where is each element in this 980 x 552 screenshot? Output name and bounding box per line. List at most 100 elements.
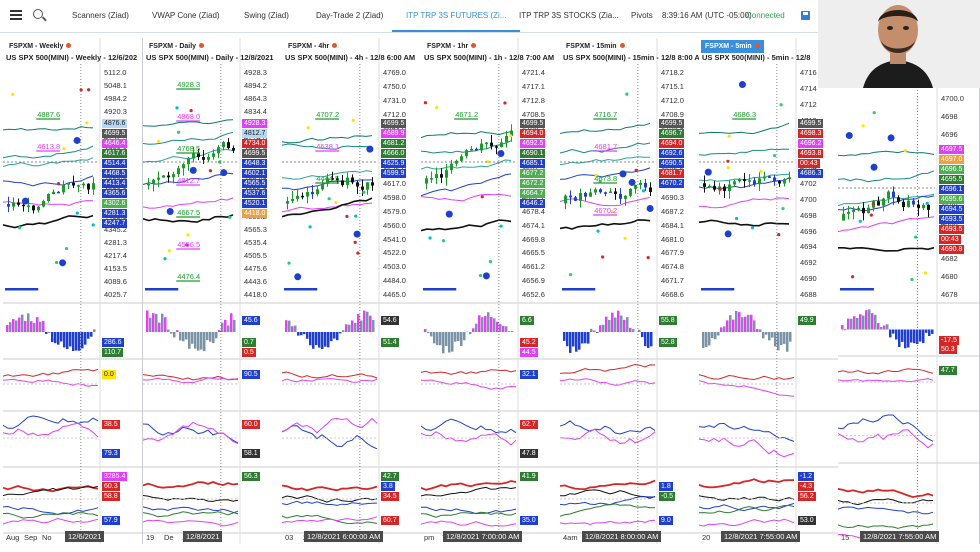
histogram-bar xyxy=(354,322,357,332)
indicator-line xyxy=(838,498,934,506)
tab-scanners[interactable]: Scanners (Ziad) xyxy=(72,11,129,20)
tab-itp-futures[interactable]: ITP TRP 3S FUTURES (Zi... xyxy=(392,0,521,32)
webcam-overlay xyxy=(818,0,980,88)
chart-panel[interactable]: 4707.2 4638.1 4444.5 FSPXM - 4hr US SPX 500(… xyxy=(282,38,422,544)
price-axis-label: 4617.0 xyxy=(383,179,406,188)
price-tag: 4699.5 xyxy=(520,119,546,128)
price-tag: 4514.4 xyxy=(102,159,128,168)
histogram-bar xyxy=(6,325,9,332)
chart-panel[interactable]: 4928.3 4868.0 4768.5 4812.7 4667.5 4566.5 4476… xyxy=(143,38,283,544)
panel-tab[interactable]: FSPXM - 15min xyxy=(562,40,629,53)
price-tag: 4812.7 xyxy=(242,129,268,138)
panel-tab[interactable]: FSPXM - Daily xyxy=(145,40,209,53)
histogram-bar xyxy=(366,311,369,332)
chart-canvas[interactable]: 4928.3 4868.0 4768.5 4812.7 4667.5 4566.5 4476… xyxy=(143,38,282,544)
histogram-bar xyxy=(170,332,173,334)
price-axis-label: 4715.1 xyxy=(661,81,684,91)
panel-tab[interactable]: FSPXM - 4hr xyxy=(284,40,342,53)
pivots-button[interactable]: Pivots xyxy=(631,11,653,20)
moving-average-line xyxy=(3,157,94,168)
signal-dot xyxy=(480,195,484,199)
candle xyxy=(510,124,513,142)
candle xyxy=(723,184,726,198)
price-tag: 4696.7 xyxy=(659,129,685,138)
indicator-line xyxy=(3,512,99,519)
tab-vwap-cone[interactable]: VWAP Cone (Ziad) xyxy=(152,11,220,20)
panel-symbol-title: US SPX 500(MINI) - 1h - 12/8 7:00 AM xyxy=(424,53,555,62)
level-label: 4673.8 xyxy=(594,174,617,183)
signal-dot xyxy=(75,211,79,215)
price-tag: 4413.4 xyxy=(102,179,128,188)
indicator-line xyxy=(421,480,517,491)
indicator-line xyxy=(143,510,239,518)
moving-average-line xyxy=(421,131,512,139)
histogram-bar xyxy=(499,323,502,332)
histogram-bar xyxy=(569,332,572,353)
level-label: 4671.2 xyxy=(455,110,478,119)
chart-canvas[interactable]: 4707.2 4638.1 4444.5 xyxy=(282,38,421,544)
histogram-bar xyxy=(487,312,490,332)
signal-dot xyxy=(428,236,432,240)
candle xyxy=(917,199,920,217)
moving-average-line xyxy=(560,167,651,180)
chart-panel[interactable]: 4887.6 4613.8 FSPXM - Weekly US SPX 500(MIN… xyxy=(3,38,143,544)
candle xyxy=(306,186,309,204)
chart-canvas[interactable]: 4887.6 4613.8 xyxy=(3,38,142,544)
status-dot-icon xyxy=(199,43,205,48)
price-tag: 38.5 xyxy=(102,420,120,429)
histogram-bar xyxy=(36,317,39,332)
signal-dot xyxy=(362,190,366,194)
histogram-bar xyxy=(194,332,197,349)
chart-panel[interactable]: 4716.7 4681.7 4673.8 4670.2 FSPXM - 15min US … xyxy=(560,38,700,544)
price-tag: 35.0 xyxy=(520,516,538,525)
level-label: 4667.5 xyxy=(177,208,200,217)
signal-dot xyxy=(445,210,453,218)
chart-panel[interactable]: 4686.3 FSPXM - 5min US SPX 500(MINI) - 5mi… xyxy=(699,38,839,544)
menu-icon[interactable] xyxy=(10,10,22,20)
candle xyxy=(619,188,622,204)
tab-day-trade[interactable]: Day-Trade 2 (Ziad) xyxy=(316,11,384,20)
panel-symbol-title: US SPX 500(MINI) - 4h - 12/8 6:00 AM xyxy=(285,53,416,62)
histogram-bar xyxy=(457,332,460,341)
signal-dot xyxy=(726,159,730,163)
signal-dot xyxy=(610,210,614,214)
histogram-bar xyxy=(360,320,363,332)
chart-canvas[interactable]: 4716.7 4681.7 4673.8 4670.2 xyxy=(560,38,699,544)
price-tag: 4302.6 xyxy=(102,199,128,208)
tab-swing[interactable]: Swing (Ziad) xyxy=(244,11,289,20)
moving-average-line xyxy=(560,122,651,134)
price-axis-label: 4705.8 xyxy=(661,123,684,133)
tab-itp-stocks[interactable]: ITP TRP 3S STOCKS (Zia... xyxy=(519,11,619,20)
candle xyxy=(157,171,160,188)
chart-canvas[interactable]: 4686.3 xyxy=(699,38,838,544)
save-icon[interactable] xyxy=(801,11,810,20)
histogram-bar xyxy=(445,332,448,347)
candle xyxy=(857,205,860,212)
chart-panel[interactable]: 4671.2 FSPXM - 1hr US SPX 500(MINI) - 1h -… xyxy=(421,38,561,544)
panel-tab[interactable]: FSPXM - Weekly xyxy=(5,40,76,53)
price-tag: 44.5 xyxy=(520,348,538,357)
indicator-line xyxy=(560,420,656,435)
search-icon[interactable] xyxy=(33,9,43,19)
histogram-bar xyxy=(372,320,375,332)
indicator-line xyxy=(421,506,517,515)
price-axis-label: 4694 xyxy=(800,242,817,252)
indicator-line xyxy=(560,503,656,517)
histogram-bar xyxy=(611,312,614,332)
candle xyxy=(7,196,10,213)
chart-panel[interactable]: 4700.04698469646944692469046884686468446… xyxy=(838,88,980,544)
price-tag: 47.7 xyxy=(939,366,957,375)
price-tag: 62.7 xyxy=(520,420,538,429)
histogram-bar xyxy=(502,325,505,332)
panel-tab[interactable]: FSPXM - 1hr xyxy=(423,40,481,53)
price-tag: 4418.0 xyxy=(242,209,268,218)
price-axis-label: 4680 xyxy=(941,272,958,282)
histogram-bar xyxy=(158,322,161,332)
chart-canvas[interactable] xyxy=(838,88,979,544)
histogram-bar xyxy=(209,332,212,342)
histogram-bar xyxy=(777,332,780,351)
histogram-bar xyxy=(324,332,327,347)
panel-tab[interactable]: FSPXM - 5min xyxy=(701,40,764,53)
histogram-bar xyxy=(30,321,33,332)
histogram-bar xyxy=(853,316,856,330)
